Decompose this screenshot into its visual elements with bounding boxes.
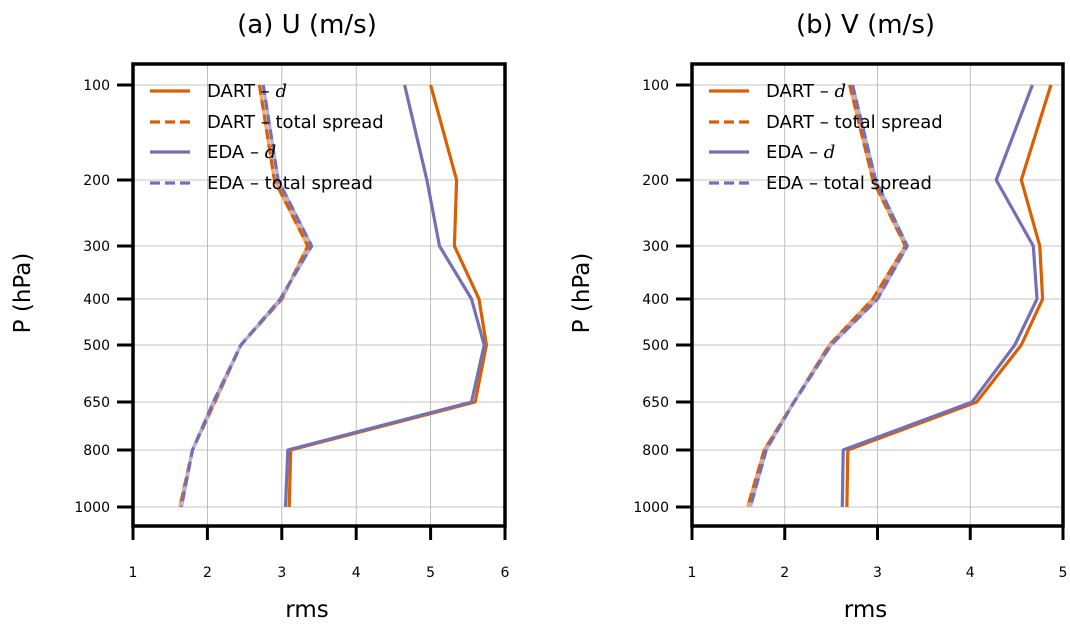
y-tick-label: 650	[83, 395, 110, 411]
x-axis-label: rms	[285, 597, 328, 623]
chart-title: (a) U (m/s)	[237, 10, 377, 40]
y-tick-label: 100	[642, 78, 669, 94]
x-tick-label: 5	[426, 565, 435, 581]
legend-label: DART – d	[766, 81, 846, 102]
series-line-eda-d	[283, 84, 486, 508]
x-tick-label: 4	[352, 565, 361, 581]
x-tick-label: 1	[129, 565, 138, 581]
y-tick-label: 300	[83, 239, 110, 255]
legend-label-text: EDA –	[207, 142, 265, 163]
series-line-dart-d	[287, 84, 488, 508]
legend-label-symbol: d	[276, 81, 288, 102]
series-line-eda-spread	[179, 84, 314, 508]
y-tick-label: 800	[642, 443, 669, 459]
legend-label-text: DART – total spread	[207, 112, 384, 133]
legend-label-symbol: d	[835, 81, 847, 102]
legend-label-symbol: d	[824, 142, 836, 163]
x-tick-label: 2	[203, 565, 212, 581]
y-tick-label: 300	[642, 239, 669, 255]
x-tick-label: 4	[966, 565, 975, 581]
y-tick-label: 400	[83, 292, 110, 308]
legend-label: EDA – total spread	[766, 173, 932, 194]
y-tick-label: 100	[83, 78, 110, 94]
x-tick-label: 3	[277, 565, 286, 581]
y-tick-label: 1000	[74, 500, 110, 516]
legend-label-text: EDA –	[766, 142, 824, 163]
legend-label: EDA – d	[207, 142, 276, 163]
y-tick-label: 500	[642, 338, 669, 354]
series-line-dart-d	[845, 84, 1053, 508]
axes-frame	[131, 62, 507, 528]
legend-label-text: DART –	[207, 81, 276, 102]
legend-label: EDA – d	[766, 142, 835, 163]
y-tick-label: 500	[83, 338, 110, 354]
x-tick-label: 5	[1059, 565, 1068, 581]
legend-label-text: DART –	[766, 81, 835, 102]
legend-label: DART – total spread	[766, 112, 943, 133]
x-tick-label: 6	[501, 565, 510, 581]
y-tick-label: 200	[83, 173, 110, 189]
legend-label-text: DART – total spread	[766, 112, 943, 133]
legend-label: DART – d	[207, 81, 287, 102]
y-tick-label: 800	[83, 443, 110, 459]
x-tick-label: 3	[873, 565, 882, 581]
legend-label: EDA – total spread	[207, 173, 373, 194]
x-axis-label: rms	[844, 597, 887, 623]
legend-label-text: EDA – total spread	[766, 173, 932, 194]
chart-panel-2: 1 2 3 4 5 100 200 300 400 500 650 800 1000 (b) V (m/s…	[569, 10, 1067, 623]
legend-label: DART – total spread	[207, 112, 384, 133]
y-axis-label: P (hPa)	[569, 253, 595, 334]
x-tick-label: 2	[780, 565, 789, 581]
y-tick-label: 1000	[633, 500, 669, 516]
y-tick-label: 400	[642, 292, 669, 308]
x-tick-label: 1	[688, 565, 697, 581]
legend-label-text: EDA – total spread	[207, 173, 373, 194]
y-axis-label: P (hPa)	[10, 253, 36, 334]
series-line-eda-spread	[748, 84, 909, 508]
y-tick-label: 200	[642, 173, 669, 189]
y-tick-label: 650	[642, 395, 669, 411]
chart-title: (b) V (m/s)	[796, 10, 935, 40]
legend-label-symbol: d	[265, 142, 277, 163]
series-line-eda-d	[840, 84, 1039, 508]
chart-panel-1: 1 2 3 4 5 6 100 200 300 400 500 650 800 1000 (a) U (m/…	[10, 10, 510, 623]
